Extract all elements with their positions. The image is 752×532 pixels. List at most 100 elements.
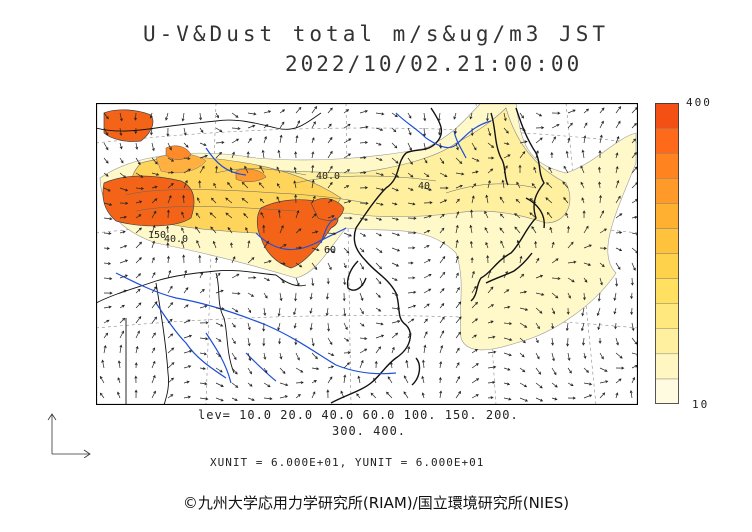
wind-arrow <box>209 212 217 219</box>
wind-arrow <box>471 157 480 162</box>
wind-arrow <box>263 352 267 360</box>
wind-arrow <box>311 337 315 347</box>
wind-arrow <box>375 334 385 339</box>
wind-arrow <box>567 137 571 144</box>
wind-arrow <box>327 199 333 204</box>
wind-arrow <box>199 142 207 147</box>
wind-arrow <box>119 157 124 164</box>
wind-arrow <box>375 142 382 146</box>
wind-arrow <box>563 197 569 204</box>
wind-arrow <box>151 142 155 152</box>
wind-arrow <box>359 348 368 354</box>
wind-arrow <box>183 319 191 324</box>
wind-arrow <box>535 274 544 279</box>
wind-arrow <box>615 195 621 204</box>
wind-arrow <box>423 112 427 122</box>
wind-arrow <box>359 292 364 301</box>
wind-arrow <box>359 125 369 129</box>
wind-arrow <box>455 331 461 339</box>
wind-arrow <box>533 166 537 174</box>
wind-arrow <box>503 382 511 386</box>
wind-arrow <box>503 142 510 146</box>
wind-arrow <box>247 292 255 297</box>
wind-arrow <box>231 397 238 401</box>
wind-arrow <box>199 127 204 134</box>
wind-arrow <box>534 240 538 249</box>
contour-levels-line2: 300. 400. <box>332 424 407 438</box>
wind-arrow <box>535 367 542 375</box>
wind-arrow <box>583 382 593 386</box>
wind-arrow <box>231 352 237 361</box>
wind-arrow <box>455 362 460 369</box>
wind-arrow <box>516 239 521 249</box>
wind-arrow <box>423 229 431 234</box>
wind-arrow <box>166 255 170 264</box>
wind-arrow <box>551 292 559 299</box>
wind-arrow <box>167 394 174 399</box>
wind-arrow <box>215 307 225 311</box>
wind-arrow <box>183 334 193 339</box>
wind-arrow <box>615 136 620 144</box>
wind-arrow <box>370 392 377 399</box>
wind-arrow <box>215 140 225 144</box>
colorbar <box>655 103 679 404</box>
wind-arrow <box>455 316 462 324</box>
wind-arrow <box>515 198 521 204</box>
wind-arrow <box>407 187 414 191</box>
wind-arrow <box>551 123 560 129</box>
wind-arrow <box>231 127 241 131</box>
wind-arrow <box>327 107 333 114</box>
wind-arrow <box>151 224 156 234</box>
wind-arrow <box>597 166 601 174</box>
wind-arrow <box>359 247 365 253</box>
wind-arrow <box>103 305 112 309</box>
wind-arrow <box>375 232 382 237</box>
wind-arrow <box>407 172 414 178</box>
wind-arrow <box>487 380 496 384</box>
wind-arrow <box>567 109 576 114</box>
wind-arrow <box>278 337 282 345</box>
wind-arrow <box>343 247 350 254</box>
wind-arrow <box>117 377 121 384</box>
wind-arrow <box>375 292 381 298</box>
wind-arrow <box>391 320 401 324</box>
wind-arrow <box>598 337 602 344</box>
wind-arrow <box>166 127 170 137</box>
wind-arrow <box>531 183 537 189</box>
wind-arrow <box>279 244 287 249</box>
wind-arrow <box>151 257 155 264</box>
wind-arrow <box>343 374 347 384</box>
wind-arrow <box>99 392 105 399</box>
wind-arrow <box>403 391 409 399</box>
wind-arrow <box>599 392 606 399</box>
wind-arrow <box>166 242 170 249</box>
wind-arrow <box>407 246 416 250</box>
wind-arrow <box>231 322 236 328</box>
wind-arrow <box>407 112 412 119</box>
wind-arrow <box>375 187 385 191</box>
wind-arrow <box>391 202 398 206</box>
wind-arrow <box>247 397 255 401</box>
wind-arrow <box>327 262 332 271</box>
wind-arrow <box>503 112 507 122</box>
wind-arrow <box>117 360 121 369</box>
wind-arrow <box>183 179 188 189</box>
wind-arrow <box>583 108 590 114</box>
wind-arrow <box>151 198 158 204</box>
wind-arrow <box>439 199 448 204</box>
wind-arrow <box>529 212 537 219</box>
wind-arrow <box>182 254 186 264</box>
wind-arrow <box>212 240 217 249</box>
wind-arrow <box>613 307 617 315</box>
wind-arrow <box>134 112 138 121</box>
wind-arrow <box>471 301 479 309</box>
wind-arrow <box>119 244 128 249</box>
wind-arrow <box>439 227 445 234</box>
wind-arrow <box>199 321 209 325</box>
wind-arrow <box>599 352 604 360</box>
wind-arrow <box>263 110 272 114</box>
wind-arrow <box>134 362 138 369</box>
wind-arrow <box>440 186 449 190</box>
wind-arrow <box>279 277 285 284</box>
wind-arrow <box>135 288 141 294</box>
